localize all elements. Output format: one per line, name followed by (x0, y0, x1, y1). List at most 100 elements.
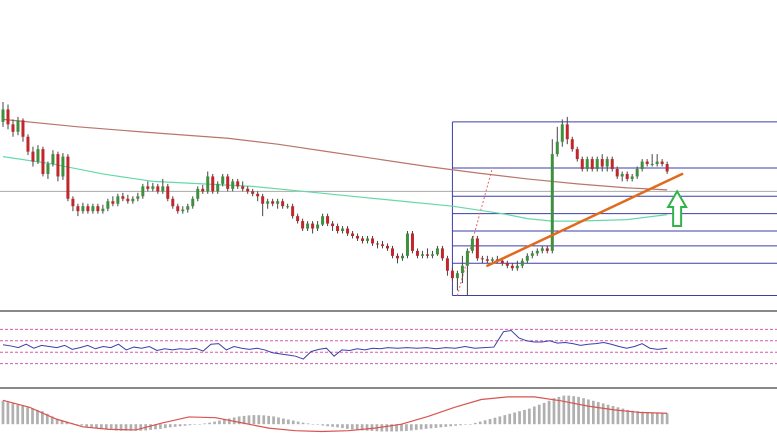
candlestick[interactable] (36, 145, 40, 165)
candlestick[interactable] (645, 159, 649, 167)
candlestick[interactable] (106, 198, 110, 212)
candlestick[interactable] (321, 213, 325, 227)
signal-line[interactable] (2, 396, 668, 433)
candlestick[interactable] (565, 116, 569, 145)
up-arrow-icon[interactable] (666, 189, 688, 228)
candlestick[interactable] (361, 235, 365, 244)
candlestick[interactable] (61, 153, 65, 180)
candlestick[interactable] (410, 231, 414, 254)
candlestick[interactable] (445, 255, 449, 276)
candlestick[interactable] (181, 206, 185, 214)
candlestick[interactable] (351, 231, 355, 239)
candlestick[interactable] (101, 204, 105, 214)
candlestick[interactable] (475, 235, 479, 261)
candlestick[interactable] (415, 248, 419, 259)
candlestick[interactable] (465, 248, 469, 296)
candlestick[interactable] (316, 221, 320, 232)
candlestick[interactable] (615, 166, 619, 179)
candlestick[interactable] (221, 173, 225, 187)
support-trendline[interactable] (486, 172, 684, 267)
candlestick[interactable] (386, 243, 390, 251)
candlestick[interactable] (71, 196, 75, 212)
candlestick[interactable] (535, 248, 539, 256)
candlestick[interactable] (186, 203, 190, 213)
candlestick[interactable] (296, 213, 300, 224)
candlestick[interactable] (46, 161, 50, 179)
candlestick[interactable] (356, 233, 360, 241)
candlestick[interactable] (575, 146, 579, 162)
candlestick[interactable] (470, 235, 474, 254)
candlestick[interactable] (21, 118, 25, 142)
candlestick[interactable] (525, 253, 529, 264)
candlestick[interactable] (26, 134, 30, 156)
candlestick[interactable] (665, 161, 669, 174)
candlestick[interactable] (171, 196, 175, 209)
candlestick[interactable] (376, 240, 380, 249)
candlestick[interactable] (520, 258, 524, 269)
candlestick[interactable] (390, 245, 394, 259)
candlestick[interactable] (116, 193, 120, 207)
candlestick[interactable] (51, 150, 55, 167)
candlestick[interactable] (655, 154, 659, 167)
candlestick[interactable] (395, 253, 399, 264)
candlestick[interactable] (400, 253, 404, 261)
candlestick[interactable] (81, 202, 85, 214)
candlestick[interactable] (620, 171, 624, 182)
candlestick[interactable] (625, 171, 629, 182)
candlestick[interactable] (341, 226, 345, 234)
candlestick[interactable] (166, 183, 170, 202)
candlestick[interactable] (530, 250, 534, 259)
candlestick[interactable] (226, 173, 230, 192)
candlestick[interactable] (301, 218, 305, 232)
candlestick[interactable] (286, 203, 290, 209)
oscillator-panel[interactable] (0, 328, 777, 365)
candlestick[interactable] (560, 119, 564, 147)
candlestick[interactable] (16, 116, 20, 136)
candlestick[interactable] (271, 198, 275, 207)
candlestick[interactable] (236, 178, 240, 189)
candlestick[interactable] (261, 193, 265, 217)
candlestick[interactable] (405, 231, 409, 259)
candlestick[interactable] (256, 191, 260, 202)
candlestick[interactable] (336, 223, 340, 234)
oscillator-line[interactable] (2, 330, 668, 360)
candlestick[interactable] (590, 156, 594, 172)
candlestick[interactable] (216, 181, 220, 194)
candlestick[interactable] (141, 183, 145, 199)
candlestick[interactable] (485, 255, 489, 264)
candlestick[interactable] (151, 182, 155, 192)
candlestick[interactable] (176, 203, 180, 214)
candlestick[interactable] (600, 154, 604, 172)
candlestick[interactable] (1, 102, 5, 127)
candlestick[interactable] (540, 245, 544, 254)
candlestick[interactable] (291, 203, 295, 219)
candlestick[interactable] (331, 221, 335, 232)
candlestick[interactable] (555, 126, 559, 157)
candlestick[interactable] (211, 173, 215, 194)
candlestick[interactable] (650, 154, 654, 167)
candlestick[interactable] (11, 119, 15, 137)
candlestick[interactable] (56, 151, 60, 182)
candlestick[interactable] (66, 154, 70, 202)
candlestick[interactable] (31, 146, 35, 167)
candlestick[interactable] (241, 181, 245, 192)
candlestick[interactable] (126, 194, 130, 204)
candlestick[interactable] (281, 198, 285, 209)
candlestick[interactable] (231, 178, 235, 192)
candlestick[interactable] (460, 255, 464, 284)
candlestick[interactable] (381, 240, 385, 249)
candlestick[interactable] (196, 186, 200, 202)
candlestick[interactable] (510, 263, 514, 271)
candlestick[interactable] (660, 159, 664, 167)
candlestick[interactable] (206, 171, 210, 194)
candlestick[interactable] (635, 166, 639, 179)
candlestick[interactable] (480, 255, 484, 264)
candlestick[interactable] (346, 226, 350, 236)
candlestick[interactable] (430, 250, 434, 259)
candlestick[interactable] (131, 196, 135, 204)
price-panel[interactable] (0, 102, 777, 297)
candlestick[interactable] (515, 260, 519, 271)
candlestick[interactable] (585, 156, 589, 172)
candlestick[interactable] (76, 203, 80, 217)
candlestick[interactable] (6, 104, 10, 130)
